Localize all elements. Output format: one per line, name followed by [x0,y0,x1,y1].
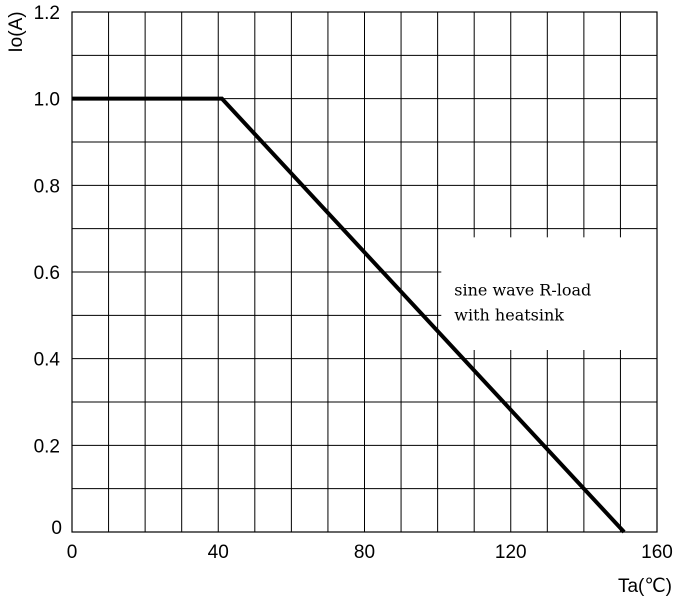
y-tick-label-0.2: 0.2 [34,436,60,457]
y-tick-label-0.6: 0.6 [34,263,60,284]
series-layer [72,96,626,534]
x-tick-label-120: 120 [495,542,527,563]
x-tick-label-40: 40 [208,542,229,563]
y-tick-label-1.0: 1.0 [34,90,60,111]
tick-labels: 0 40 80 120 160 0 0.2 0.4 0.6 0.8 1.0 1.2 [34,3,673,563]
series-line-0 [72,96,626,534]
y-axis-label: Io(A) [6,11,27,52]
x-tick-label-0: 0 [67,542,78,563]
y-tick-label-0: 0 [51,518,62,539]
x-tick-label-80: 80 [354,542,375,563]
annotation-line-2: with heatsink [454,305,564,324]
y-tick-label-0.8: 0.8 [34,176,60,197]
annotation-box [441,237,657,350]
y-tick-label-0.4: 0.4 [34,350,61,371]
annotation-line-1: sine wave R-load [454,280,591,299]
x-axis-label: Ta(℃) [618,576,672,597]
x-tick-label-160: 160 [641,542,673,563]
plot-frame [71,11,658,533]
y-tick-label-1.2: 1.2 [34,3,60,24]
